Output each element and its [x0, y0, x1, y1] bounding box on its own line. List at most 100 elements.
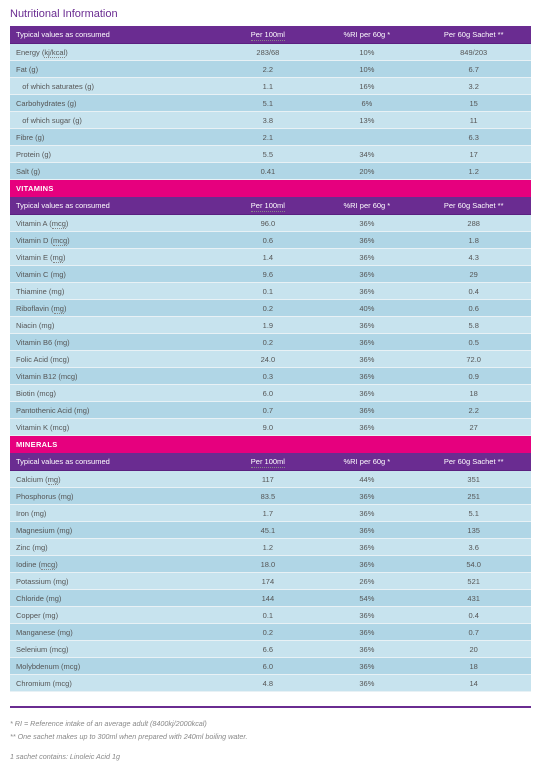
nutrient-label: Protein (g): [10, 146, 218, 163]
cell-ri: 13%: [317, 112, 416, 129]
cell-ri: 36%: [317, 385, 416, 402]
cell-ri: 36%: [317, 334, 416, 351]
nutrient-label: Chloride (mg): [10, 590, 218, 607]
cell-per60: 18: [416, 385, 531, 402]
cell-per60: 431: [416, 590, 531, 607]
cell-per60: 0.4: [416, 607, 531, 624]
cell-per100: 283/68: [218, 44, 317, 61]
cell-per100: 1.1: [218, 78, 317, 95]
nutrient-label: Carbohydrates (g): [10, 95, 218, 112]
section-header: VITAMINS: [10, 180, 531, 198]
cell-per100: 2.1: [218, 129, 317, 146]
table-row: Magnesium (mg)45.136%135: [10, 522, 531, 539]
cell-ri: 36%: [317, 266, 416, 283]
cell-ri: 36%: [317, 641, 416, 658]
table-row: Niacin (mg)1.936%5.8: [10, 317, 531, 334]
cell-per60: 15: [416, 95, 531, 112]
cell-per100: 0.2: [218, 624, 317, 641]
table-row: of which saturates (g)1.116%3.2: [10, 78, 531, 95]
cell-per100: 45.1: [218, 522, 317, 539]
nutrient-label: Thiamine (mg): [10, 283, 218, 300]
cell-ri: 36%: [317, 402, 416, 419]
cell-ri: 54%: [317, 590, 416, 607]
table-row: Molybdenum (mcg)6.036%18: [10, 658, 531, 675]
cell-per100: 9.0: [218, 419, 317, 436]
cell-ri: 10%: [317, 44, 416, 61]
cell-per60: 0.5: [416, 334, 531, 351]
nutrient-label: of which saturates (g): [10, 78, 218, 95]
table-row: Iodine (mcg)18.036%54.0: [10, 556, 531, 573]
nutrient-label: Folic Acid (mcg): [10, 351, 218, 368]
cell-per100: 1.4: [218, 249, 317, 266]
table-row: Biotin (mcg)6.036%18: [10, 385, 531, 402]
section-header-label: MINERALS: [10, 436, 531, 454]
nutrient-label: of which sugar (g): [10, 112, 218, 129]
cell-per100: 0.7: [218, 402, 317, 419]
table-row: Pantothenic Acid (mg)0.736%2.2: [10, 402, 531, 419]
nutrient-label: Iodine (mcg): [10, 556, 218, 573]
table-row: Vitamin B6 (mg)0.236%0.5: [10, 334, 531, 351]
table-row: Riboflavin (mg)0.240%0.6: [10, 300, 531, 317]
nutrient-label: Molybdenum (mcg): [10, 658, 218, 675]
cell-per100: 5.5: [218, 146, 317, 163]
cell-ri: 40%: [317, 300, 416, 317]
nutrient-label: Fat (g): [10, 61, 218, 78]
cell-per100: 174: [218, 573, 317, 590]
nutrient-label: Calcium (mg): [10, 471, 218, 488]
cell-per100: 9.6: [218, 266, 317, 283]
cell-ri: 44%: [317, 471, 416, 488]
cell-per60: 20: [416, 641, 531, 658]
column-header-row: Typical values as consumedPer 100ml%RI p…: [10, 197, 531, 215]
cell-per100: 83.5: [218, 488, 317, 505]
cell-per60: 6.3: [416, 129, 531, 146]
cell-per100: 5.1: [218, 95, 317, 112]
table-row: Potassium (mg)17426%521: [10, 573, 531, 590]
table-row: Calcium (mg)11744%351: [10, 471, 531, 488]
cell-per60: 3.6: [416, 539, 531, 556]
cell-per60: 54.0: [416, 556, 531, 573]
cell-per60: 1.8: [416, 232, 531, 249]
cell-per100: 0.6: [218, 232, 317, 249]
table-row: Zinc (mg)1.236%3.6: [10, 539, 531, 556]
table-row: of which sugar (g)3.813%11: [10, 112, 531, 129]
cell-per100: 117: [218, 471, 317, 488]
cell-per60: 0.9: [416, 368, 531, 385]
cell-per100: 6.6: [218, 641, 317, 658]
table-row: Chromium (mcg)4.836%14: [10, 675, 531, 692]
table-row: Fat (g)2.210%6.7: [10, 61, 531, 78]
cell-per100: 24.0: [218, 351, 317, 368]
table-row: Iron (mg)1.736%5.1: [10, 505, 531, 522]
footnote-linoleic: 1 sachet contains: Linoleic Acid 1g: [10, 751, 531, 763]
cell-ri: 36%: [317, 607, 416, 624]
column-header: %RI per 60g *: [317, 26, 416, 44]
cell-ri: 16%: [317, 78, 416, 95]
cell-ri: 36%: [317, 283, 416, 300]
nutrient-label: Energy (kj/kcal): [10, 44, 218, 61]
table-row: Vitamin E (mg)1.436%4.3: [10, 249, 531, 266]
cell-per60: 0.6: [416, 300, 531, 317]
nutrient-label: Vitamin B12 (mcg): [10, 368, 218, 385]
cell-per100: 0.41: [218, 163, 317, 180]
column-header: %RI per 60g *: [317, 197, 416, 215]
column-header: Per 100ml: [218, 197, 317, 215]
nutrient-label: Pantothenic Acid (mg): [10, 402, 218, 419]
footnotes: * RI = Reference intake of an average ad…: [10, 706, 531, 763]
cell-per100: 6.0: [218, 658, 317, 675]
cell-ri: 36%: [317, 249, 416, 266]
cell-per60: 14: [416, 675, 531, 692]
cell-per60: 351: [416, 471, 531, 488]
nutrient-label: Phosphorus (mg): [10, 488, 218, 505]
cell-ri: 6%: [317, 95, 416, 112]
cell-per100: 1.9: [218, 317, 317, 334]
nutrient-label: Vitamin K (mcg): [10, 419, 218, 436]
table-row: Carbohydrates (g)5.16%15: [10, 95, 531, 112]
table-row: Copper (mg)0.136%0.4: [10, 607, 531, 624]
cell-ri: 26%: [317, 573, 416, 590]
table-row: Vitamin B12 (mcg)0.336%0.9: [10, 368, 531, 385]
cell-per60: 18: [416, 658, 531, 675]
cell-per100: 6.0: [218, 385, 317, 402]
cell-per60: 251: [416, 488, 531, 505]
cell-ri: 20%: [317, 163, 416, 180]
cell-per60: 17: [416, 146, 531, 163]
nutrient-label: Zinc (mg): [10, 539, 218, 556]
